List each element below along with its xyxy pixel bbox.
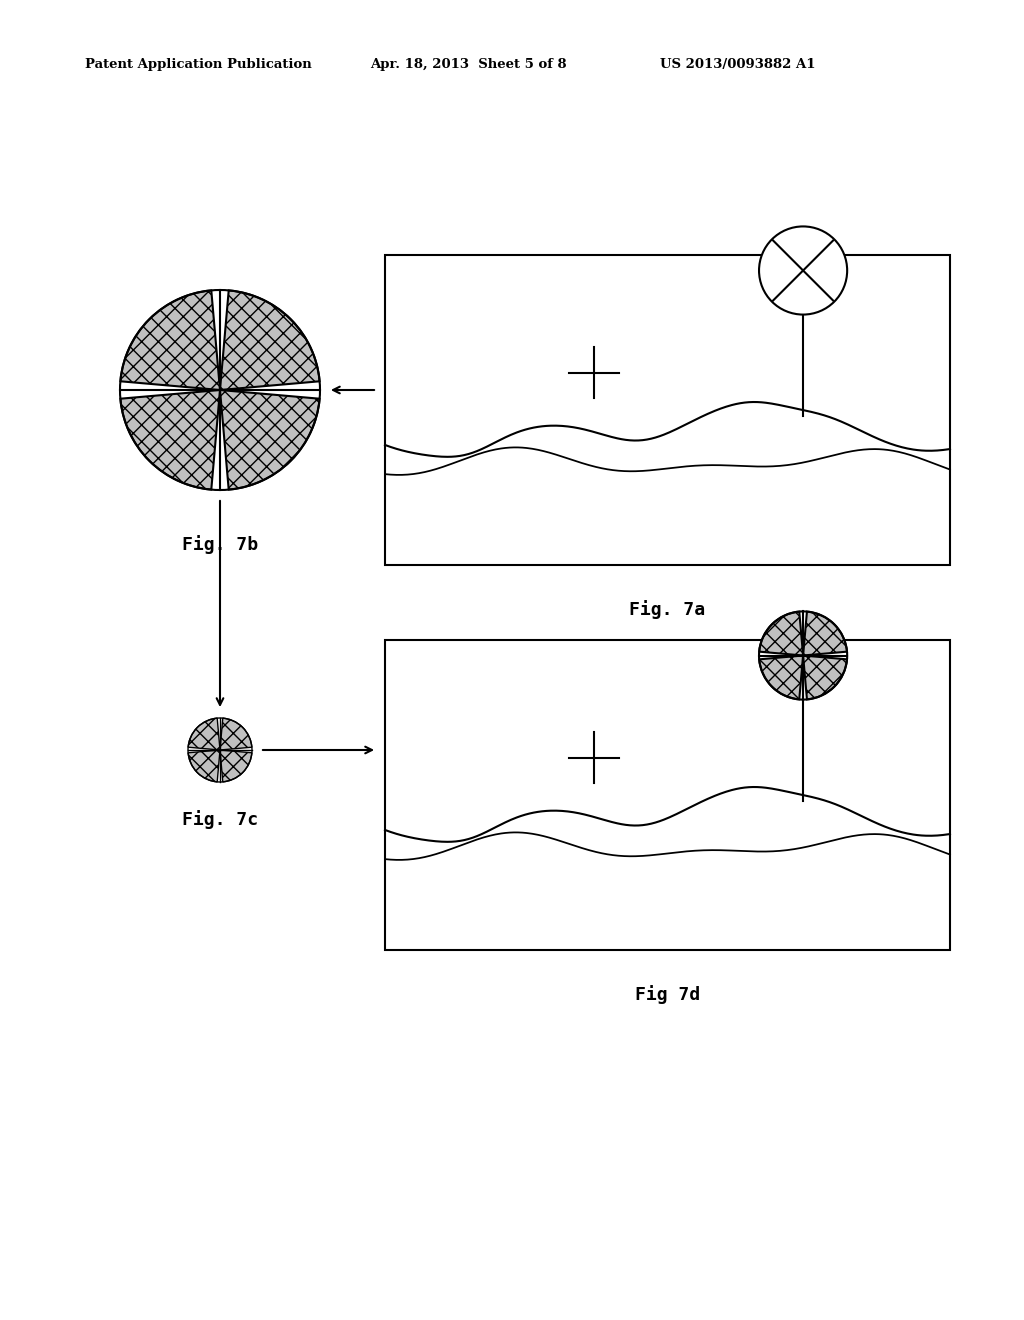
Wedge shape: [121, 290, 220, 389]
Text: Fig. 7b: Fig. 7b: [182, 535, 258, 554]
Text: Fig. 7a: Fig. 7a: [630, 601, 706, 619]
Bar: [385, 640, 950, 950]
Text: Fig. 7c: Fig. 7c: [182, 810, 258, 829]
Wedge shape: [220, 750, 252, 781]
Wedge shape: [188, 750, 220, 781]
Wedge shape: [220, 290, 319, 389]
Wedge shape: [803, 611, 847, 656]
Circle shape: [759, 227, 847, 314]
Bar: [385, 640, 950, 950]
Wedge shape: [121, 389, 220, 490]
Wedge shape: [220, 718, 252, 750]
Wedge shape: [759, 656, 803, 700]
Text: Fig 7d: Fig 7d: [635, 985, 700, 1005]
Bar: [385, 255, 950, 565]
Wedge shape: [759, 611, 803, 656]
Text: Patent Application Publication: Patent Application Publication: [85, 58, 311, 71]
Bar: [385, 255, 950, 565]
Wedge shape: [803, 656, 847, 700]
Wedge shape: [220, 389, 319, 490]
Text: Apr. 18, 2013  Sheet 5 of 8: Apr. 18, 2013 Sheet 5 of 8: [370, 58, 566, 71]
Wedge shape: [188, 718, 220, 750]
Text: US 2013/0093882 A1: US 2013/0093882 A1: [660, 58, 815, 71]
